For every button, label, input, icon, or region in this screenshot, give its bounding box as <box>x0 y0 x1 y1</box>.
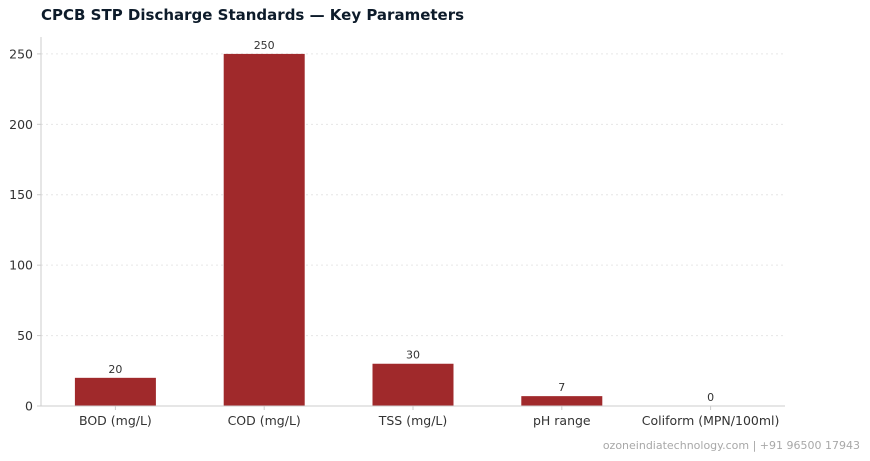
bar <box>372 363 454 406</box>
labels: 0 50 100 150 200 250 BOD (mg/L) 20 COD (mg/L) 250… <box>9 39 779 428</box>
data-label: 250 <box>254 39 275 52</box>
y-tick-label: 50 <box>17 328 33 343</box>
x-tick-label: BOD (mg/L) <box>79 413 152 428</box>
y-tick-label: 200 <box>9 117 33 132</box>
x-tick-label: Coliform (MPN/100ml) <box>642 413 780 428</box>
axes <box>37 37 785 410</box>
x-tick-label: TSS (mg/L) <box>378 413 448 428</box>
chart-title: CPCB STP Discharge Standards — Key Param… <box>41 6 465 24</box>
data-label: 0 <box>707 391 714 404</box>
data-label: 30 <box>406 349 420 362</box>
bars <box>74 53 603 407</box>
bar <box>74 377 156 406</box>
y-tick-label: 100 <box>9 258 33 273</box>
bar <box>223 53 305 407</box>
watermark: ozoneindiatechnology.com | +91 96500 179… <box>602 439 860 452</box>
y-tick-label: 0 <box>25 399 33 414</box>
grid-lines <box>41 53 785 337</box>
data-label: 20 <box>108 363 122 376</box>
x-tick-label: COD (mg/L) <box>228 413 301 428</box>
bar <box>521 396 603 406</box>
x-tick-label: pH range <box>533 413 591 428</box>
y-tick-label: 250 <box>9 46 33 61</box>
data-label: 7 <box>558 381 565 394</box>
y-tick-label: 150 <box>9 187 33 202</box>
